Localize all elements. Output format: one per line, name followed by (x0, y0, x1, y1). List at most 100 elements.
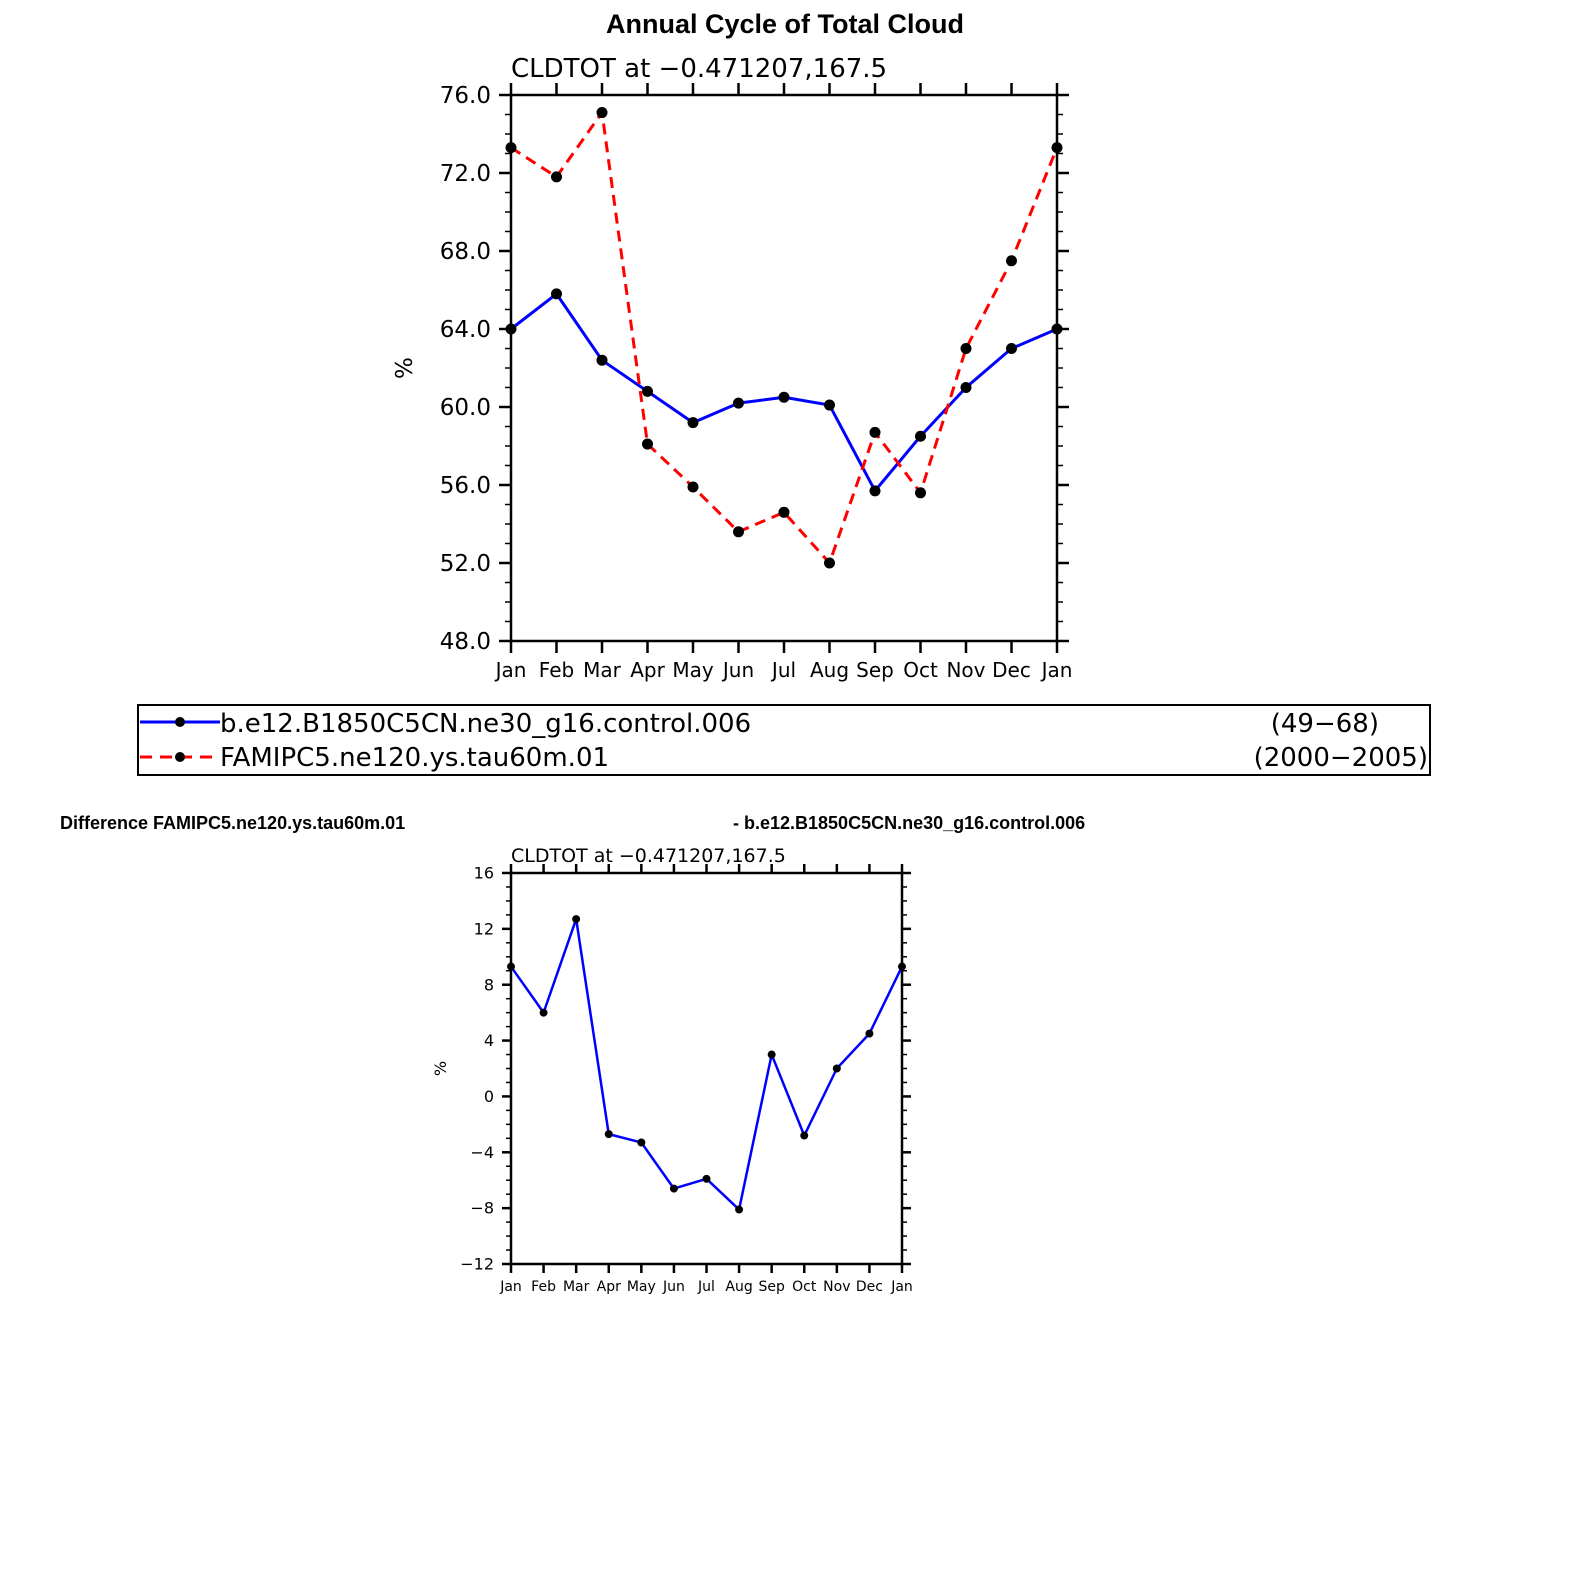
y-tick-label: −12 (460, 1255, 494, 1274)
data-point-1 (551, 171, 562, 183)
legend-label-control: b.e12.B1850C5CN.ne30_g16.control.006 (220, 709, 751, 739)
x-tick-label: Oct (792, 1279, 817, 1295)
legend-entry-famip: FAMIPC5.ne120.ys.tau60m.01 (2000−2005) (140, 743, 1428, 773)
data-point-0 (778, 391, 790, 403)
x-tick-label: Apr (630, 658, 665, 682)
x-tick-label: Sep (856, 658, 894, 682)
data-point-0 (832, 1064, 841, 1073)
y-tick-label: −8 (470, 1199, 494, 1218)
data-point-1 (824, 557, 835, 569)
x-tick-label: Feb (539, 658, 574, 682)
y-tick-label: 60.0 (440, 395, 491, 421)
y-axis-label: % (392, 357, 418, 379)
y-tick-label: 12 (474, 919, 494, 938)
data-point-0 (669, 1184, 678, 1193)
x-tick-label: Jun (662, 1279, 685, 1295)
data-point-0 (505, 323, 517, 335)
legend-years-famip: (2000−2005) (1254, 743, 1428, 773)
x-tick-label: Jan (1040, 658, 1073, 682)
x-tick-label: May (627, 1279, 656, 1295)
data-point-0 (800, 1131, 809, 1140)
x-tick-label: Dec (992, 658, 1031, 682)
x-tick-label: Jul (697, 1279, 715, 1295)
y-tick-label: −4 (470, 1143, 494, 1162)
data-point-1 (915, 487, 926, 499)
difference-title-left: Difference FAMIPC5.ne120.ys.tau60m.01 (60, 813, 405, 833)
y-tick-label: 68.0 (440, 239, 491, 265)
x-tick-label: Aug (725, 1279, 752, 1295)
data-point-0 (733, 397, 744, 409)
data-point-0 (637, 1138, 646, 1147)
data-point-0 (915, 430, 926, 442)
data-point-1 (1006, 255, 1017, 267)
x-tick-label: Jul (770, 658, 796, 682)
chart-subtitle: CLDTOT at −0.471207,167.5 (511, 845, 786, 867)
y-tick-label: 56.0 (440, 473, 491, 499)
legend-marker-control (175, 717, 185, 727)
y-tick-label: 0 (484, 1087, 494, 1106)
data-point-1 (778, 506, 790, 518)
annual-cycle-chart: CLDTOT at −0.471207,167.5 48.0 52.0 56.0 60.… (392, 54, 1072, 682)
data-point-0 (735, 1205, 744, 1214)
data-point-0 (865, 1029, 874, 1038)
x-tick-label: Mar (583, 658, 622, 682)
legend-marker-famip (175, 752, 185, 762)
x-tick-label: Dec (856, 1279, 883, 1295)
data-point-1 (505, 142, 517, 154)
x-tick-label: May (672, 658, 714, 682)
data-point-0 (869, 485, 881, 497)
data-point-1 (733, 526, 744, 538)
data-point-1 (596, 107, 608, 119)
difference-chart: CLDTOT at −0.471207,167.5 −12 −8 −4 0 4 8 12 16 J… (431, 845, 913, 1295)
plot-frame (509, 93, 1059, 643)
legend-years-control: (49−68) (1271, 709, 1379, 739)
x-tick-label: Jan (499, 1279, 522, 1295)
y-tick-label: 72.0 (440, 161, 491, 187)
data-point-0 (702, 1174, 711, 1183)
x-tick-label: Feb (531, 1279, 556, 1295)
legend-label-famip: FAMIPC5.ne120.ys.tau60m.01 (220, 743, 609, 773)
data-point-1 (687, 481, 699, 493)
legend-entry-control: b.e12.B1850C5CN.ne30_g16.control.006 (49… (140, 709, 1379, 739)
x-tick-label: Mar (563, 1279, 590, 1295)
data-point-0 (507, 962, 515, 971)
y-tick-label: 76.0 (440, 83, 491, 109)
data-point-0 (824, 399, 835, 411)
data-point-0 (1051, 323, 1063, 335)
data-point-0 (642, 385, 653, 397)
y-tick-label: 52.0 (440, 551, 491, 577)
x-tick-label: Nov (823, 1279, 850, 1295)
y-tick-label: 16 (474, 864, 494, 883)
series-line-1 (510, 111, 1059, 565)
data-point-0 (596, 354, 608, 366)
y-tick-label: 4 (484, 1031, 494, 1050)
data-point-0 (604, 1130, 613, 1139)
data-point-1 (1051, 142, 1063, 154)
data-point-0 (1006, 343, 1017, 354)
x-tick-label: Jan (494, 658, 527, 682)
figure-title: Annual Cycle of Total Cloud (606, 9, 964, 39)
y-tick-label: 48.0 (440, 629, 491, 655)
plot-frame (509, 871, 904, 1266)
data-point-0 (960, 382, 972, 393)
x-tick-label: Jan (890, 1279, 913, 1295)
data-point-0 (898, 962, 906, 971)
legend: b.e12.B1850C5CN.ne30_g16.control.006 (49… (137, 704, 1431, 776)
y-tick-label: 64.0 (440, 317, 491, 343)
data-point-0 (551, 288, 562, 300)
x-tick-label: Sep (758, 1279, 785, 1295)
x-tick-label: Aug (810, 658, 849, 682)
x-tick-label: Apr (597, 1279, 621, 1295)
x-tick-label: Oct (903, 658, 938, 682)
data-point-0 (539, 1008, 548, 1017)
data-point-0 (572, 915, 581, 924)
data-point-1 (642, 438, 653, 450)
data-point-1 (869, 426, 881, 438)
x-tick-label: Nov (946, 658, 985, 682)
y-axis-label: % (431, 1061, 450, 1076)
x-tick-label: Jun (721, 658, 754, 682)
data-point-1 (960, 343, 972, 354)
chart-subtitle: CLDTOT at −0.471207,167.5 (511, 54, 887, 84)
